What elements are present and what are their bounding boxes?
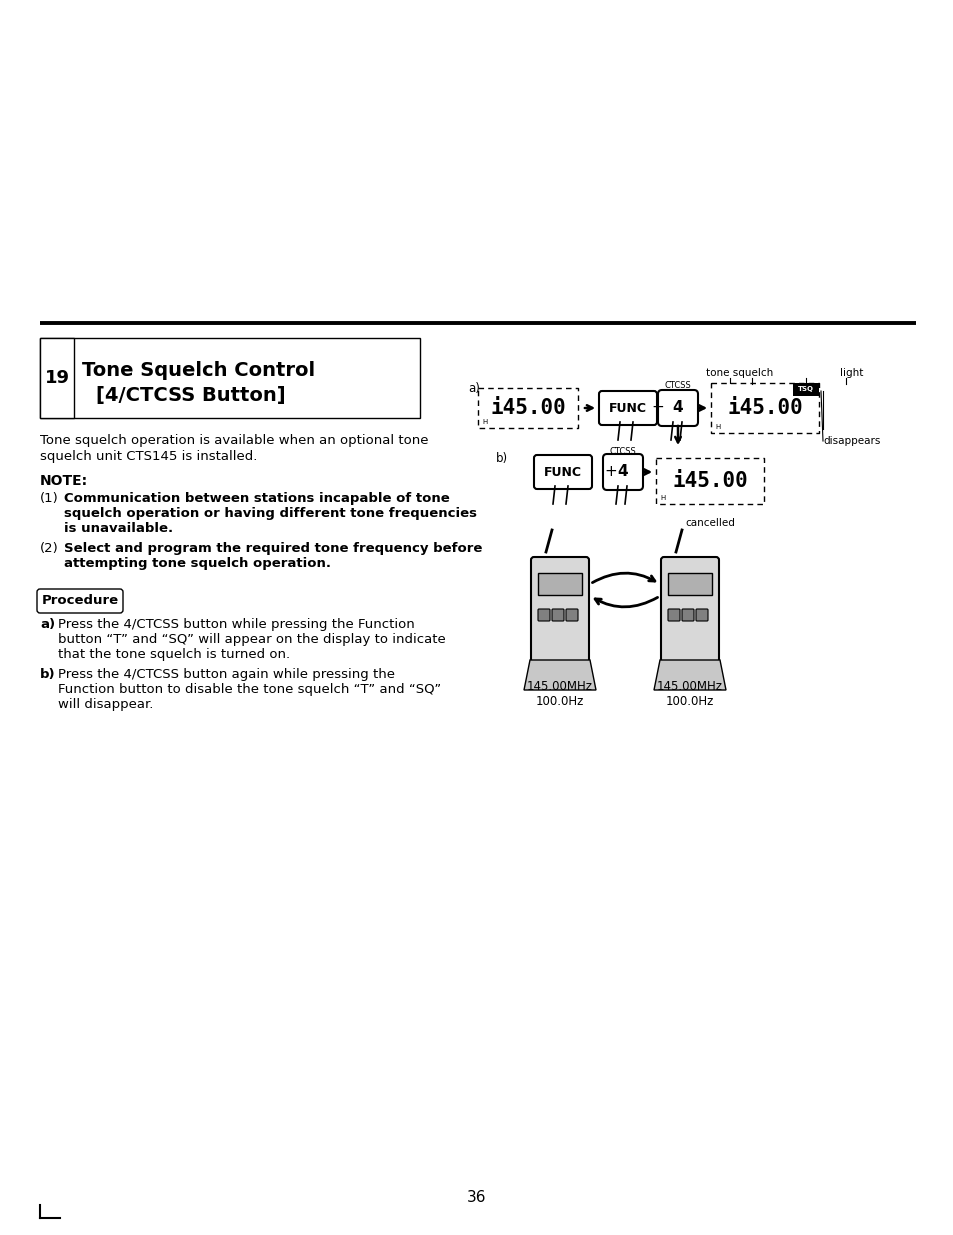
Text: cancelled: cancelled (684, 517, 734, 529)
FancyBboxPatch shape (598, 391, 657, 425)
Text: Communication between stations incapable of tone: Communication between stations incapable… (64, 492, 449, 505)
Text: b): b) (40, 668, 55, 680)
Text: is unavailable.: is unavailable. (64, 522, 172, 535)
Text: 4: 4 (617, 464, 628, 479)
FancyBboxPatch shape (667, 609, 679, 621)
FancyBboxPatch shape (534, 454, 592, 489)
Text: 145.00MHz: 145.00MHz (526, 680, 593, 693)
Text: CTCSS: CTCSS (609, 447, 636, 456)
Polygon shape (523, 659, 596, 690)
Text: Function button to disable the tone squelch “T” and “SQ”: Function button to disable the tone sque… (58, 683, 441, 697)
Text: i45.00: i45.00 (490, 398, 565, 417)
Text: disappears: disappears (822, 436, 880, 446)
Text: that the tone squelch is turned on.: that the tone squelch is turned on. (58, 648, 290, 661)
FancyBboxPatch shape (658, 390, 698, 426)
Text: +: + (604, 464, 617, 479)
Text: (2): (2) (40, 542, 59, 555)
Text: a): a) (468, 382, 479, 395)
Text: H: H (659, 495, 664, 501)
Text: button “T” and “SQ” will appear on the display to indicate: button “T” and “SQ” will appear on the d… (58, 634, 445, 646)
FancyBboxPatch shape (552, 609, 563, 621)
Text: Procedure: Procedure (41, 594, 118, 608)
FancyBboxPatch shape (37, 589, 123, 613)
Text: i45.00: i45.00 (672, 471, 747, 492)
Text: 36: 36 (467, 1191, 486, 1205)
Text: a): a) (40, 618, 55, 631)
Text: FUNC: FUNC (543, 466, 581, 478)
Text: H: H (714, 424, 720, 430)
Text: squelch operation or having different tone frequencies: squelch operation or having different to… (64, 508, 476, 520)
Text: Tone squelch operation is available when an optional tone: Tone squelch operation is available when… (40, 433, 428, 447)
FancyBboxPatch shape (792, 383, 818, 396)
Text: 4: 4 (672, 400, 682, 415)
Text: attempting tone squelch operation.: attempting tone squelch operation. (64, 557, 331, 571)
FancyBboxPatch shape (667, 573, 711, 595)
Text: TSQ: TSQ (797, 387, 813, 393)
Text: Select and program the required tone frequency before: Select and program the required tone fre… (64, 542, 482, 555)
FancyBboxPatch shape (531, 557, 588, 673)
Text: 100.0Hz: 100.0Hz (665, 695, 714, 708)
Text: 19: 19 (45, 369, 70, 387)
FancyBboxPatch shape (40, 338, 419, 417)
Text: Tone Squelch Control: Tone Squelch Control (82, 361, 314, 379)
Text: Press the 4/CTCSS button again while pressing the: Press the 4/CTCSS button again while pre… (58, 668, 395, 680)
Text: FUNC: FUNC (608, 401, 646, 415)
FancyBboxPatch shape (696, 609, 707, 621)
Text: H: H (481, 419, 487, 425)
Text: (1): (1) (40, 492, 59, 505)
FancyBboxPatch shape (681, 609, 693, 621)
Text: +: + (651, 400, 663, 415)
Text: [4/CTCSS Button]: [4/CTCSS Button] (96, 387, 285, 405)
Text: 145.00MHz: 145.00MHz (657, 680, 722, 693)
Text: will disappear.: will disappear. (58, 698, 153, 711)
Polygon shape (654, 659, 725, 690)
Text: i45.00: i45.00 (726, 398, 802, 417)
Text: NOTE:: NOTE: (40, 474, 88, 488)
FancyBboxPatch shape (537, 609, 550, 621)
FancyBboxPatch shape (660, 557, 719, 673)
Text: 100.0Hz: 100.0Hz (536, 695, 583, 708)
FancyBboxPatch shape (565, 609, 578, 621)
Text: squelch unit CTS145 is installed.: squelch unit CTS145 is installed. (40, 450, 257, 463)
Text: tone squelch: tone squelch (705, 368, 773, 378)
Text: Press the 4/CTCSS button while pressing the Function: Press the 4/CTCSS button while pressing … (58, 618, 415, 631)
Text: light: light (840, 368, 862, 378)
Text: CTCSS: CTCSS (664, 382, 691, 390)
FancyBboxPatch shape (537, 573, 581, 595)
FancyBboxPatch shape (40, 338, 74, 417)
Text: b): b) (496, 452, 507, 466)
FancyBboxPatch shape (602, 454, 642, 490)
